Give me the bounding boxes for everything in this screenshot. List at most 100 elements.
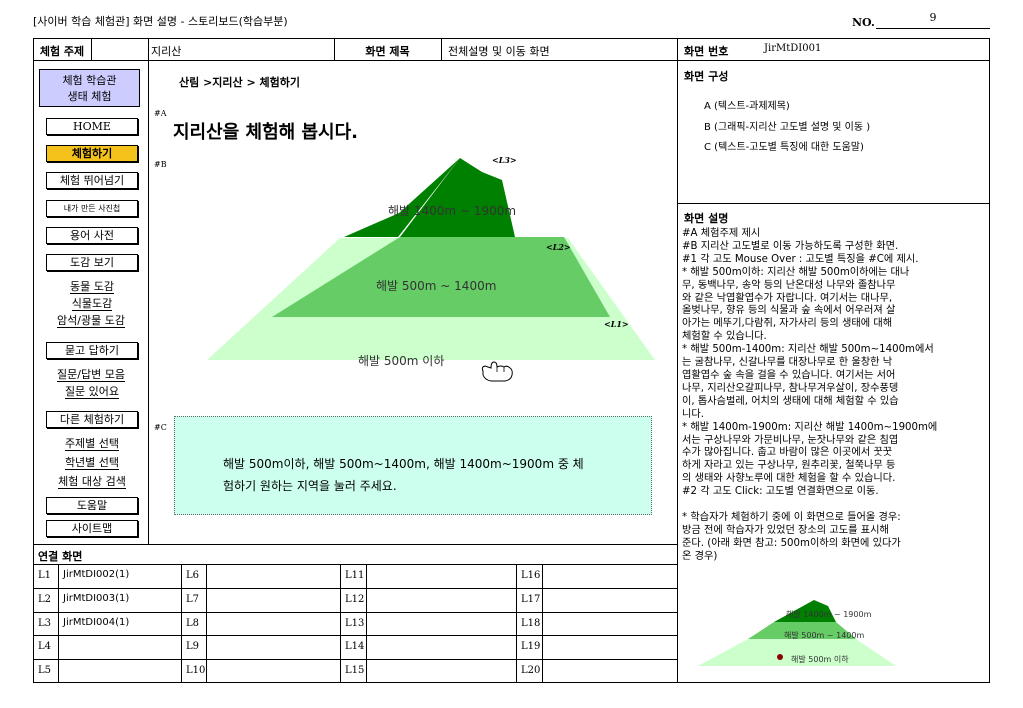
link-target-l1[interactable]: JirMtDI002(1)	[63, 569, 130, 580]
storyboard-frame	[33, 38, 990, 683]
sitemap-button[interactable]: 사이트맵	[46, 520, 138, 537]
link-column-divider	[58, 564, 59, 683]
rock-guide-label: 암석/광물 도감	[57, 314, 125, 328]
level1-label[interactable]: 해발 500m 이하	[358, 354, 445, 368]
link-id-l15: L15	[345, 665, 365, 677]
link-column-divider	[516, 564, 517, 683]
link-column-divider	[340, 564, 341, 683]
link-id-l20: L20	[521, 665, 541, 677]
label-l2: <L2>	[546, 242, 571, 252]
screen-number-label: 화면 번호	[684, 45, 729, 58]
menu-section-header[interactable]: 체험 학습관 생태 체험	[39, 69, 140, 107]
qa-collection-label: 질문/답변 모음	[57, 368, 125, 382]
search-target-link[interactable]: 체험 대상 검색	[36, 475, 148, 489]
description-line: 준다. (아래 화면 참고: 500m이하의 화면에 있다가	[682, 537, 901, 549]
my-photo-album-button[interactable]: 내가 만든 사진첩	[46, 200, 138, 217]
composition-label: 화면 구성	[684, 70, 729, 83]
link-id-l8: L8	[186, 617, 200, 629]
description-line: 서는 구상나무와 가문비나무, 눈잣나무와 같은 침엽	[682, 434, 899, 446]
link-column-divider	[366, 564, 367, 683]
link-row-divider	[33, 587, 677, 589]
description-line: #A 체험주제 제시	[682, 228, 761, 239]
link-id-l19: L19	[521, 641, 541, 653]
description-line	[682, 499, 988, 512]
link-id-l5: L5	[38, 665, 52, 677]
link-id-l6: L6	[186, 570, 200, 581]
link-target-l2[interactable]: JirMtDI003(1)	[63, 592, 130, 604]
rock-mineral-guide-link[interactable]: 암석/광물 도감	[34, 314, 148, 328]
description-line: * 해발 1400m-1900m: 지리산 해발 1400m~1900m에	[682, 421, 938, 433]
other-experience-button[interactable]: 다른 체험하기	[46, 411, 138, 428]
composition-item-c: C (텍스트-고도별 특징에 대한 도움말)	[704, 142, 864, 153]
right-panel-section-divider	[677, 203, 990, 204]
composition-item-a: A (텍스트-과제제목)	[704, 101, 790, 112]
link-id-l10: L10	[186, 665, 206, 677]
breadcrumb: 산림 >지리산 > 체험하기	[179, 76, 301, 89]
select-by-topic-link[interactable]: 주제별 선택	[44, 437, 140, 451]
page-number-value: 9	[929, 11, 937, 24]
dictionary-button[interactable]: 용어 사전	[46, 227, 138, 244]
tag-c: #C	[154, 423, 167, 432]
description-line: 올벚나무, 향유 등의 식물과 숲 속에서 어우러져 살	[682, 305, 896, 317]
screen-title-value: 전체설명 및 이동 화면	[448, 45, 550, 58]
menu-header-line2: 생태 체험	[67, 90, 112, 103]
level3-label[interactable]: 해발 1400m ~ 1900m	[388, 204, 517, 218]
link-table-top	[33, 544, 677, 545]
label-l1: <L1>	[604, 319, 629, 329]
link-target-l3[interactable]: JirMtDI004(1)	[63, 616, 130, 628]
header-divider	[33, 60, 990, 61]
level2-label[interactable]: 해발 500m ~ 1400m	[376, 279, 497, 293]
page-number-underline	[876, 28, 990, 29]
experience-button[interactable]: 체험하기	[46, 145, 138, 162]
description-line: 니다.	[682, 408, 704, 420]
link-id-l4: L4	[38, 641, 52, 653]
have-question-link[interactable]: 질문 있어요	[44, 385, 140, 399]
plant-guide-label: 식물도감	[71, 297, 113, 311]
link-row-divider	[33, 611, 677, 613]
mountain-diagram	[207, 158, 655, 360]
mini-level1-label: 해발 500m 이하	[791, 655, 849, 664]
description-line: 수가 많아집니다. 춥고 바람이 많은 이곳에서 꿋꿋	[682, 447, 893, 459]
link-id-l13: L13	[345, 617, 365, 629]
page-title: 지리산을 체험해 봅시다.	[173, 122, 358, 143]
skip-experience-button[interactable]: 체험 뛰어넘기	[46, 172, 138, 189]
header-cell-divider	[91, 38, 92, 60]
header-cell-divider	[334, 38, 335, 60]
link-row-divider	[33, 635, 677, 637]
by-topic-label: 주제별 선택	[64, 437, 120, 451]
link-table-header-line	[33, 564, 677, 565]
description-line: #1 각 고도 Mouse Over : 고도별 특징을 #C에 제시.	[682, 253, 919, 265]
help-text-line2: 험하기 원하는 지역을 눌러 주세요.	[223, 479, 397, 493]
description-body: #A 체험주제 제시 #B 지리산 고도별로 이동 가능하도록 구성한 화면. #…	[682, 228, 988, 564]
link-table-label: 연결 화면	[38, 550, 83, 563]
subject-label: 체험 주제	[39, 45, 85, 58]
link-column-divider	[206, 564, 207, 683]
description-line: #B 지리산 고도별로 이동 가능하도록 구성한 화면.	[682, 240, 899, 252]
link-id-l2: L2	[38, 593, 52, 605]
animal-guide-link[interactable]: 동물 도감	[44, 280, 140, 294]
plant-guide-link[interactable]: 식물도감	[44, 297, 140, 311]
description-line: 는 굴참나무, 신갈나무를 대장나무로 한 울창한 낙	[682, 357, 893, 369]
search-target-label: 체험 대상 검색	[58, 475, 126, 489]
pointer-hand-icon	[481, 361, 513, 382]
link-column-divider	[181, 564, 182, 683]
link-id-l14: L14	[345, 641, 365, 653]
link-id-l1: L1	[38, 570, 52, 581]
mini-level1	[698, 639, 896, 666]
link-id-l11: L11	[345, 570, 365, 581]
description-line: 나무, 지리산오갈피나무, 참나무겨우살이, 장수풍뎅	[682, 382, 899, 394]
description-line: * 해발 500m이하: 지리산 해발 500m이하에는 대나	[682, 266, 910, 278]
level2-area[interactable]	[272, 237, 610, 317]
by-grade-label: 학년별 선택	[64, 456, 120, 470]
menu-header-line1: 체험 학습관	[62, 74, 117, 87]
qa-button[interactable]: 묻고 답하기	[46, 342, 138, 359]
field-guide-button[interactable]: 도감 보기	[46, 254, 138, 271]
menu-divider	[148, 38, 149, 544]
qa-collection-link[interactable]: 질문/답변 모음	[34, 368, 148, 382]
select-by-grade-link[interactable]: 학년별 선택	[44, 456, 140, 470]
home-button[interactable]: HOME	[46, 118, 138, 135]
level3-area[interactable]	[400, 158, 515, 237]
right-panel-divider	[677, 38, 678, 683]
have-question-label: 질문 있어요	[64, 385, 120, 399]
help-button[interactable]: 도움말	[46, 497, 138, 514]
